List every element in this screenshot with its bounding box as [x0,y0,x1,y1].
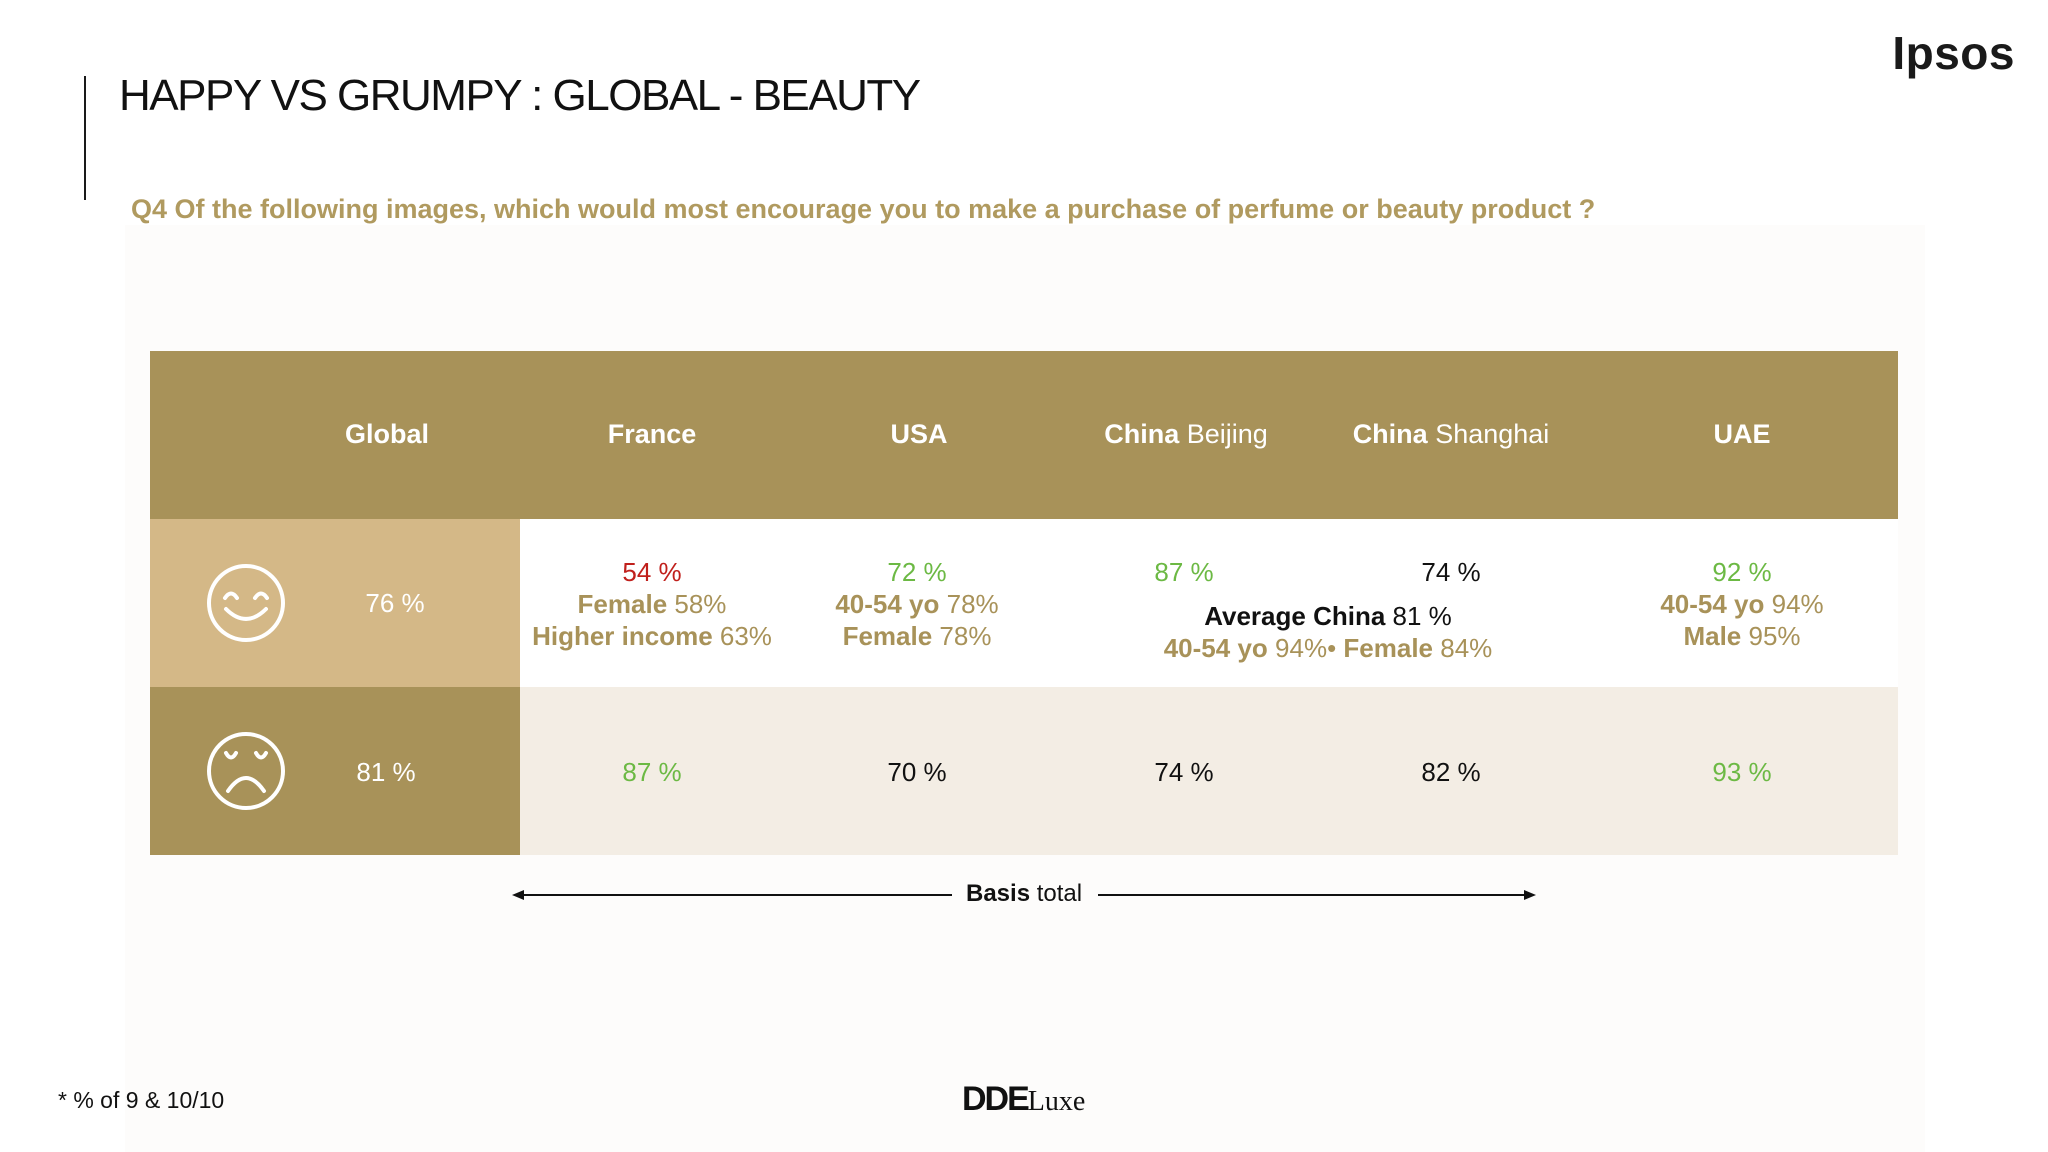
happy-usa-detail-1: 40-54 yo 78% [835,589,999,619]
grumpy-usa-value: 70 % [887,757,947,787]
title-accent-bar [84,76,86,200]
happy-uae-cell: 92 % 40-54 yo 94% Male 95% [1660,556,1823,652]
grumpy-face-icon [207,732,285,810]
happy-uae-value: 92 % [1712,557,1772,587]
china-average-value: Average China 81 % [1204,601,1452,631]
basis-label: Basis total [966,880,1083,907]
grumpy-france-value: 87 % [622,757,682,787]
results-table: Global France USA China Beijing China Sh… [150,351,1898,855]
grumpy-global-value: 81 % [356,757,416,787]
col-header-global: Global [344,419,430,449]
basis-arrow [512,890,1536,900]
happy-france-detail-2: Higher income 63% [532,621,772,651]
grumpy-china-beijing-value: 74 % [1154,757,1214,787]
happy-usa-cell: 72 % 40-54 yo 78% Female 78% [835,556,998,652]
col-header-usa: USA [890,419,948,449]
happy-uae-detail-2: Male 95% [1683,621,1801,651]
happy-france-value: 54 % [622,557,682,587]
happy-china-shanghai-value: 74 % [1421,557,1481,587]
footnote: * % of 9 & 10/10 [58,1087,225,1113]
col-header-france: France [607,419,697,449]
col-header-china-shanghai: China Shanghai [1352,419,1550,449]
page-title: HAPPY VS GRUMPY : GLOBAL - BEAUTY [119,71,921,120]
table-header-row: Global France USA China Beijing China Sh… [150,351,1898,519]
china-average-detail: 40-54 yo 94%• Female 84% [1163,633,1493,663]
grumpy-china-shanghai-value: 82 % [1421,757,1481,787]
happy-china-beijing-value: 87 % [1154,557,1214,587]
happy-france-detail-1: Female 58% [577,589,727,619]
grumpy-global-cell [150,687,520,855]
smiley-face-icon [207,564,285,642]
col-header-uae: UAE [1713,419,1771,449]
happy-usa-value: 72 % [887,557,947,587]
happy-global-value: 76 % [365,588,425,618]
happy-france-cell: 54 % Female 58% Higher income 63% [532,556,772,652]
col-header-china-beijing: China Beijing [1104,419,1268,449]
china-average-cell: Average China 81 % 40-54 yo 94%• Female … [1164,600,1493,664]
happy-global-cell [150,519,520,687]
ipsos-logo: Ipsos [1892,27,2015,79]
happy-usa-detail-2: Female 78% [842,621,992,651]
grumpy-uae-value: 93 % [1712,757,1772,787]
question-text: Q4 Of the following images, which would … [131,194,1596,224]
dde-luxe-logo: DDELuxe [962,1080,1086,1118]
happy-uae-detail-1: 40-54 yo 94% [1660,589,1824,619]
